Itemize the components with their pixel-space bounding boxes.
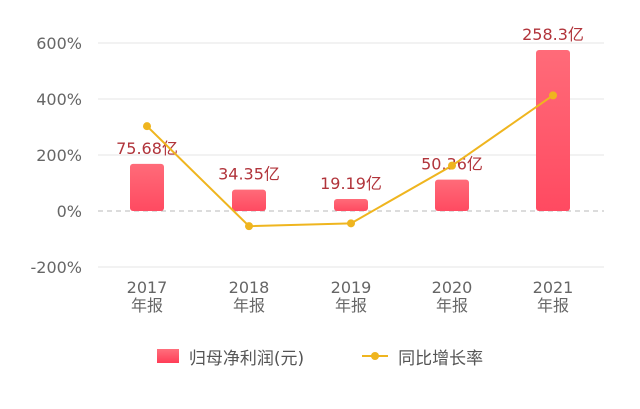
bar — [232, 189, 266, 211]
y-tick-label: 200% — [36, 146, 82, 165]
growth-point — [245, 222, 253, 231]
growth-point — [347, 219, 355, 228]
bar-value-label: 75.68亿 — [116, 139, 178, 158]
bar — [130, 163, 164, 211]
y-tick-label: 400% — [36, 90, 82, 109]
line-swatch-icon — [362, 351, 389, 361]
growth-point — [143, 122, 151, 131]
bar-swatch-icon — [156, 349, 179, 363]
legend-label-net-profit: 归母净利润(元) — [188, 348, 305, 369]
x-tick-label: 2020 年报 — [432, 278, 473, 315]
legend-item-growth-rate: 同比增长率 — [362, 344, 483, 369]
legend-item-net-profit: 归母净利润(元) — [156, 344, 305, 369]
x-tick-label: 2021 年报 — [533, 278, 574, 315]
growth-point — [549, 91, 557, 100]
legend-label-growth-rate: 同比增长率 — [398, 348, 484, 369]
bar-value-label: 34.35亿 — [218, 165, 280, 184]
y-tick-label: 600% — [36, 34, 82, 53]
bars — [130, 50, 570, 211]
bar — [435, 179, 469, 211]
bar-value-label: 19.19亿 — [320, 174, 382, 193]
x-tick-label: 2018 年报 — [229, 278, 270, 315]
y-axis-ticks: 600% 400% 200% 0% -200% — [30, 34, 82, 277]
bar — [334, 199, 368, 211]
bar-value-label: 258.3亿 — [522, 25, 584, 44]
x-axis-ticks: 2017 年报 2018 年报 2019 年报 2020 年报 2021 年报 — [127, 278, 574, 315]
x-tick-label: 2019 年报 — [331, 278, 372, 315]
bar — [536, 50, 570, 211]
x-tick-label: 2017 年报 — [127, 278, 168, 315]
legend: 归母净利润(元) 同比增长率 — [0, 342, 640, 370]
y-tick-label: -200% — [30, 258, 82, 277]
y-tick-label: 0% — [57, 202, 82, 221]
growth-line — [143, 91, 557, 231]
growth-point — [448, 161, 456, 170]
